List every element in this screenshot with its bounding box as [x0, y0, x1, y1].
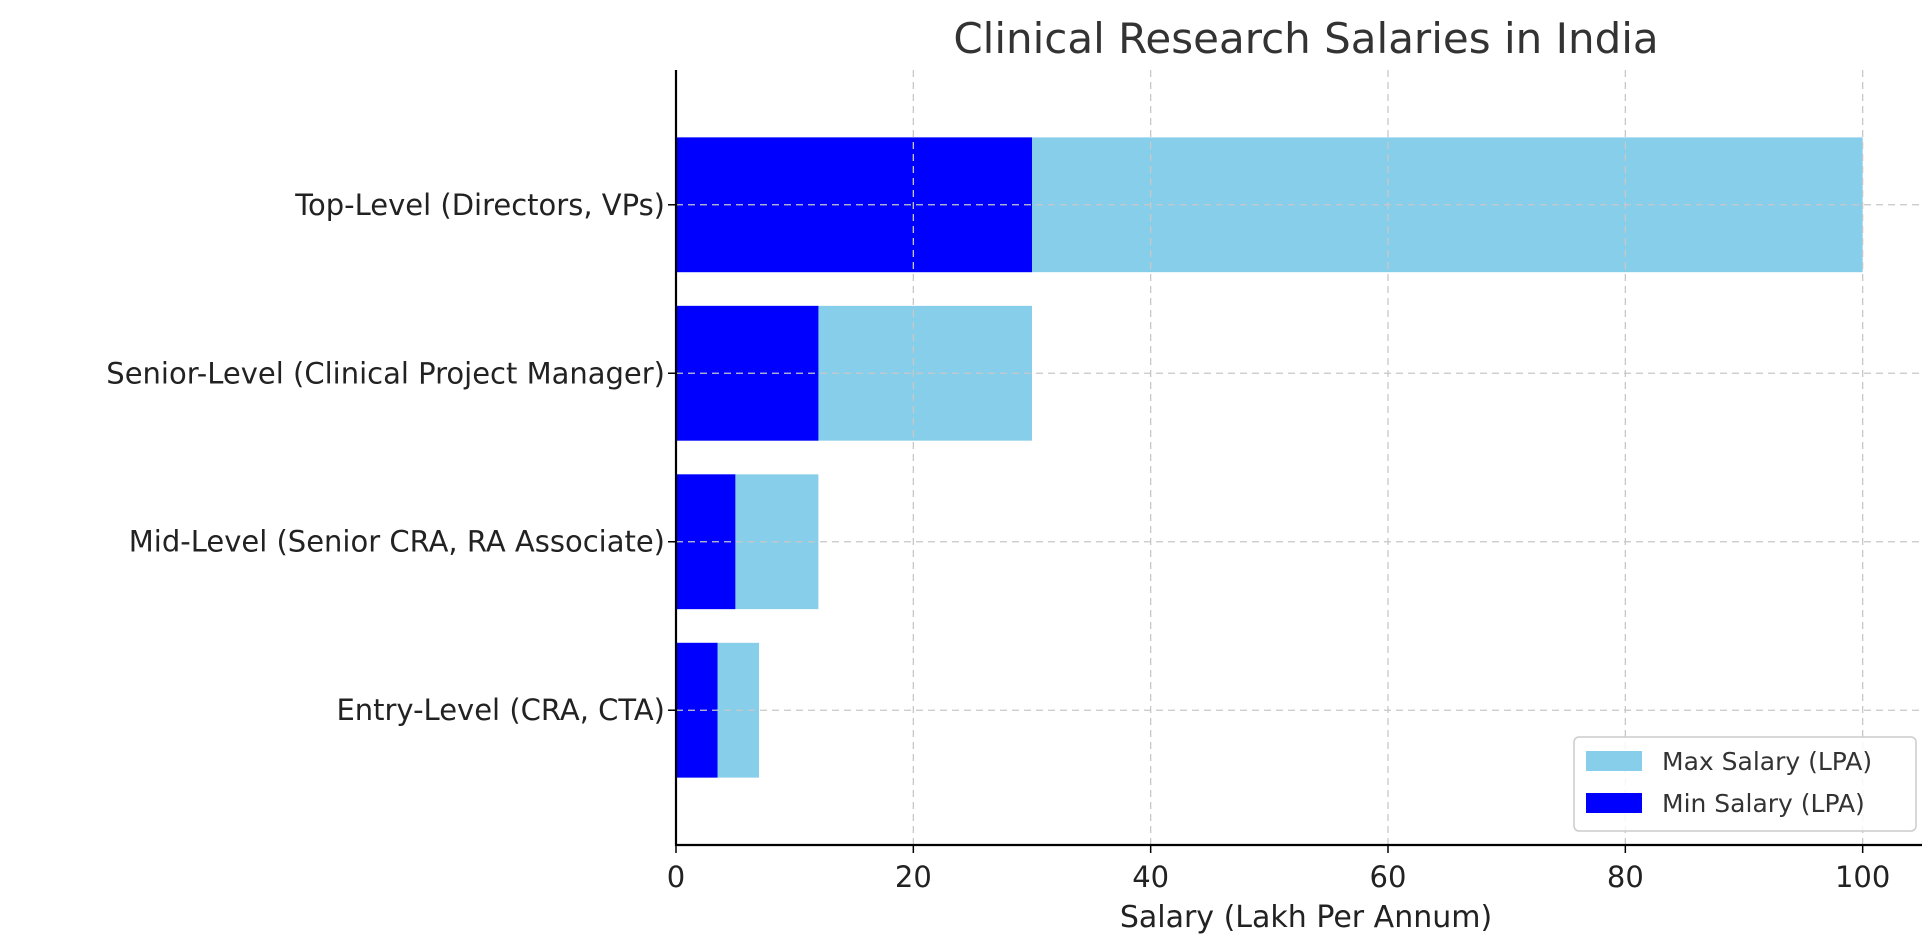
y-category-label: Mid-Level (Senior CRA, RA Associate): [129, 525, 665, 559]
category-labels: Entry-Level (CRA, CTA) Mid-Level (Senior …: [106, 188, 665, 727]
bar: [676, 137, 1032, 273]
legend: Max Salary (LPA) Min Salary (LPA): [1573, 736, 1917, 832]
x-tick-label: 60: [1370, 860, 1407, 894]
grid-lines: [676, 70, 1922, 845]
y-category-label: Top-Level (Directors, VPs): [294, 188, 665, 222]
chart-title: Clinical Research Salaries in India: [953, 14, 1658, 63]
x-tick-labels: 0 20 40 60 80 100: [667, 860, 1891, 894]
legend-swatch: [1586, 793, 1642, 813]
y-category-label: Senior-Level (Clinical Project Manager): [106, 356, 665, 390]
bars: [676, 137, 1863, 778]
legend-swatch: [1586, 751, 1642, 771]
x-tick-label: 80: [1607, 860, 1644, 894]
x-tick-label: 0: [667, 860, 685, 894]
axes: [668, 70, 1922, 853]
bar: [676, 305, 819, 441]
x-tick-label: 40: [1132, 860, 1169, 894]
y-category-label: Entry-Level (CRA, CTA): [336, 693, 665, 727]
legend-label: Max Salary (LPA): [1662, 747, 1872, 776]
legend-box: [1573, 736, 1917, 832]
x-axis-label: Salary (Lakh Per Annum): [1120, 900, 1492, 935]
x-tick-label: 20: [895, 860, 932, 894]
legend-label: Min Salary (LPA): [1662, 789, 1865, 818]
x-tick-label: 100: [1835, 860, 1890, 894]
